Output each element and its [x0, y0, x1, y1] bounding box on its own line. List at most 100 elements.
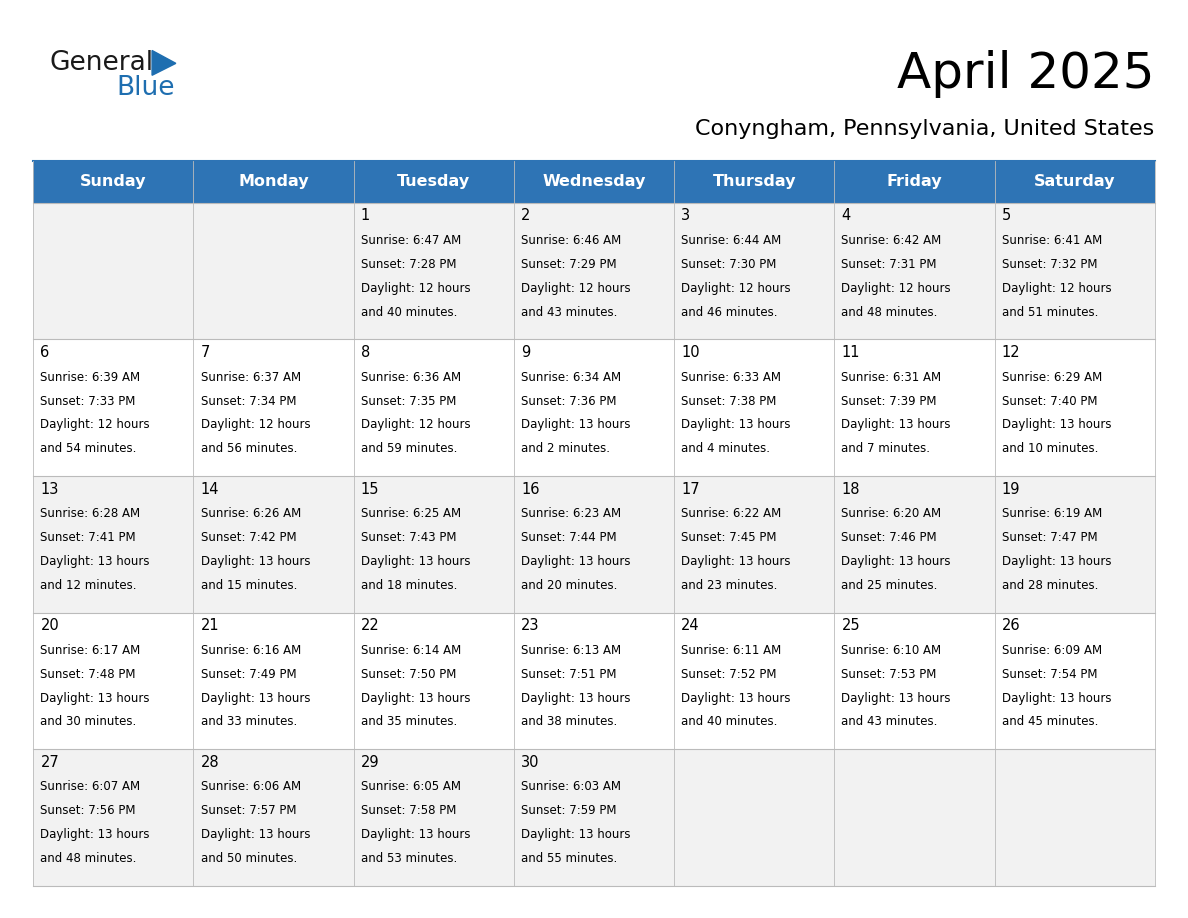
- Text: and 40 minutes.: and 40 minutes.: [681, 715, 778, 729]
- Text: 26: 26: [1001, 618, 1020, 633]
- Text: Sunset: 7:36 PM: Sunset: 7:36 PM: [522, 395, 617, 408]
- Text: and 20 minutes.: and 20 minutes.: [522, 579, 618, 592]
- Text: Sunrise: 6:29 AM: Sunrise: 6:29 AM: [1001, 371, 1102, 384]
- Text: Daylight: 13 hours: Daylight: 13 hours: [361, 828, 470, 841]
- Text: and 4 minutes.: and 4 minutes.: [681, 442, 770, 455]
- Text: 9: 9: [522, 345, 530, 360]
- Text: Daylight: 13 hours: Daylight: 13 hours: [841, 691, 950, 705]
- Text: and 35 minutes.: and 35 minutes.: [361, 715, 457, 729]
- Text: 8: 8: [361, 345, 371, 360]
- Text: Sunrise: 6:16 AM: Sunrise: 6:16 AM: [201, 644, 301, 657]
- Text: and 55 minutes.: and 55 minutes.: [522, 852, 618, 865]
- Text: Daylight: 13 hours: Daylight: 13 hours: [681, 691, 791, 705]
- Text: 25: 25: [841, 618, 860, 633]
- Text: Sunrise: 6:41 AM: Sunrise: 6:41 AM: [1001, 234, 1102, 247]
- Text: 27: 27: [40, 755, 59, 770]
- Text: Sunset: 7:47 PM: Sunset: 7:47 PM: [1001, 532, 1098, 544]
- Text: Sunset: 7:28 PM: Sunset: 7:28 PM: [361, 258, 456, 271]
- Text: Friday: Friday: [886, 174, 942, 189]
- Text: Sunset: 7:41 PM: Sunset: 7:41 PM: [40, 532, 135, 544]
- Text: Daylight: 13 hours: Daylight: 13 hours: [522, 555, 631, 568]
- Text: Sunrise: 6:44 AM: Sunrise: 6:44 AM: [681, 234, 782, 247]
- Text: Sunrise: 6:03 AM: Sunrise: 6:03 AM: [522, 780, 621, 793]
- Text: Daylight: 13 hours: Daylight: 13 hours: [841, 419, 950, 431]
- Text: Sunset: 7:43 PM: Sunset: 7:43 PM: [361, 532, 456, 544]
- Text: 4: 4: [841, 208, 851, 223]
- Text: Sunset: 7:48 PM: Sunset: 7:48 PM: [40, 667, 135, 681]
- Text: Daylight: 13 hours: Daylight: 13 hours: [681, 419, 791, 431]
- Text: Sunset: 7:56 PM: Sunset: 7:56 PM: [40, 804, 135, 817]
- Text: Conyngham, Pennsylvania, United States: Conyngham, Pennsylvania, United States: [695, 119, 1155, 140]
- Text: 28: 28: [201, 755, 220, 770]
- Text: Sunset: 7:34 PM: Sunset: 7:34 PM: [201, 395, 296, 408]
- Text: and 10 minutes.: and 10 minutes.: [1001, 442, 1098, 455]
- Text: Daylight: 13 hours: Daylight: 13 hours: [201, 828, 310, 841]
- Text: and 59 minutes.: and 59 minutes.: [361, 442, 457, 455]
- Text: Sunset: 7:40 PM: Sunset: 7:40 PM: [1001, 395, 1098, 408]
- Text: Sunset: 7:53 PM: Sunset: 7:53 PM: [841, 667, 937, 681]
- Text: and 56 minutes.: and 56 minutes.: [201, 442, 297, 455]
- Text: 20: 20: [40, 618, 59, 633]
- Text: Sunset: 7:39 PM: Sunset: 7:39 PM: [841, 395, 937, 408]
- Text: Sunrise: 6:22 AM: Sunrise: 6:22 AM: [681, 508, 782, 521]
- Text: and 51 minutes.: and 51 minutes.: [1001, 306, 1098, 319]
- Text: Sunrise: 6:19 AM: Sunrise: 6:19 AM: [1001, 508, 1102, 521]
- Text: 23: 23: [522, 618, 539, 633]
- Text: 6: 6: [40, 345, 50, 360]
- Text: and 40 minutes.: and 40 minutes.: [361, 306, 457, 319]
- Text: 14: 14: [201, 482, 219, 497]
- Text: Sunrise: 6:14 AM: Sunrise: 6:14 AM: [361, 644, 461, 657]
- Text: Tuesday: Tuesday: [397, 174, 470, 189]
- Text: Daylight: 12 hours: Daylight: 12 hours: [361, 419, 470, 431]
- Text: Sunset: 7:44 PM: Sunset: 7:44 PM: [522, 532, 617, 544]
- Text: Daylight: 13 hours: Daylight: 13 hours: [522, 419, 631, 431]
- Text: Sunset: 7:42 PM: Sunset: 7:42 PM: [201, 532, 296, 544]
- Text: Sunset: 7:51 PM: Sunset: 7:51 PM: [522, 667, 617, 681]
- Text: Daylight: 12 hours: Daylight: 12 hours: [522, 282, 631, 295]
- Text: and 54 minutes.: and 54 minutes.: [40, 442, 137, 455]
- Text: Sunrise: 6:46 AM: Sunrise: 6:46 AM: [522, 234, 621, 247]
- Text: and 2 minutes.: and 2 minutes.: [522, 442, 609, 455]
- Text: Daylight: 13 hours: Daylight: 13 hours: [201, 691, 310, 705]
- Text: 24: 24: [681, 618, 700, 633]
- Text: Sunrise: 6:17 AM: Sunrise: 6:17 AM: [40, 644, 140, 657]
- Text: 7: 7: [201, 345, 210, 360]
- Text: and 28 minutes.: and 28 minutes.: [1001, 579, 1098, 592]
- Text: Daylight: 13 hours: Daylight: 13 hours: [40, 691, 150, 705]
- Text: Sunrise: 6:28 AM: Sunrise: 6:28 AM: [40, 508, 140, 521]
- Text: Daylight: 12 hours: Daylight: 12 hours: [1001, 282, 1111, 295]
- Text: Sunrise: 6:23 AM: Sunrise: 6:23 AM: [522, 508, 621, 521]
- Text: Daylight: 13 hours: Daylight: 13 hours: [1001, 691, 1111, 705]
- Text: Saturday: Saturday: [1034, 174, 1116, 189]
- Text: Sunset: 7:46 PM: Sunset: 7:46 PM: [841, 532, 937, 544]
- Text: and 46 minutes.: and 46 minutes.: [681, 306, 778, 319]
- Text: 30: 30: [522, 755, 539, 770]
- Polygon shape: [152, 50, 176, 75]
- Text: Sunrise: 6:36 AM: Sunrise: 6:36 AM: [361, 371, 461, 384]
- Text: Daylight: 12 hours: Daylight: 12 hours: [841, 282, 952, 295]
- Text: Sunset: 7:45 PM: Sunset: 7:45 PM: [681, 532, 777, 544]
- Text: Wednesday: Wednesday: [542, 174, 646, 189]
- Text: Sunset: 7:33 PM: Sunset: 7:33 PM: [40, 395, 135, 408]
- Text: 3: 3: [681, 208, 690, 223]
- Text: Sunrise: 6:26 AM: Sunrise: 6:26 AM: [201, 508, 301, 521]
- Text: and 50 minutes.: and 50 minutes.: [201, 852, 297, 865]
- Bar: [33, 340, 1155, 476]
- Text: General: General: [50, 50, 154, 76]
- Bar: [33, 203, 1155, 340]
- Text: and 45 minutes.: and 45 minutes.: [1001, 715, 1098, 729]
- Text: and 43 minutes.: and 43 minutes.: [522, 306, 618, 319]
- Text: and 53 minutes.: and 53 minutes.: [361, 852, 457, 865]
- Bar: [33, 161, 1155, 203]
- Text: Daylight: 13 hours: Daylight: 13 hours: [681, 555, 791, 568]
- Text: 17: 17: [681, 482, 700, 497]
- Text: April 2025: April 2025: [897, 50, 1155, 98]
- Text: and 33 minutes.: and 33 minutes.: [201, 715, 297, 729]
- Text: Sunset: 7:29 PM: Sunset: 7:29 PM: [522, 258, 617, 271]
- Text: Daylight: 13 hours: Daylight: 13 hours: [40, 828, 150, 841]
- Text: Daylight: 13 hours: Daylight: 13 hours: [1001, 419, 1111, 431]
- Text: Monday: Monday: [239, 174, 309, 189]
- Text: Sunset: 7:35 PM: Sunset: 7:35 PM: [361, 395, 456, 408]
- Text: 5: 5: [1001, 208, 1011, 223]
- Text: Daylight: 12 hours: Daylight: 12 hours: [40, 419, 150, 431]
